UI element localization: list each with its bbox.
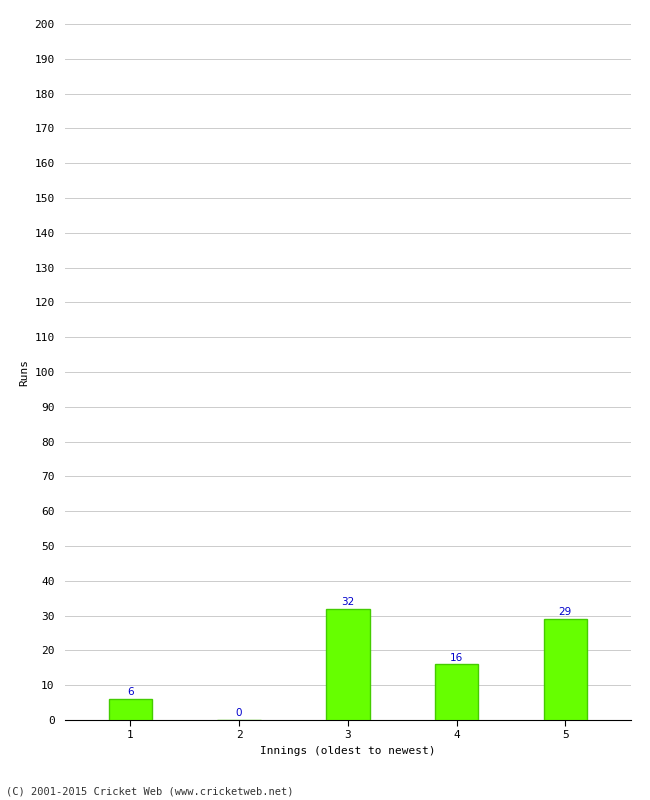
Bar: [109, 699, 152, 720]
Text: (C) 2001-2015 Cricket Web (www.cricketweb.net): (C) 2001-2015 Cricket Web (www.cricketwe…: [6, 786, 294, 796]
Text: 16: 16: [450, 653, 463, 662]
Text: 0: 0: [236, 708, 242, 718]
Bar: [543, 619, 587, 720]
Text: 32: 32: [341, 597, 354, 607]
Bar: [326, 609, 369, 720]
Text: 6: 6: [127, 687, 133, 698]
X-axis label: Innings (oldest to newest): Innings (oldest to newest): [260, 746, 436, 756]
Y-axis label: Runs: Runs: [19, 358, 29, 386]
Bar: [435, 664, 478, 720]
Text: 29: 29: [558, 607, 572, 618]
